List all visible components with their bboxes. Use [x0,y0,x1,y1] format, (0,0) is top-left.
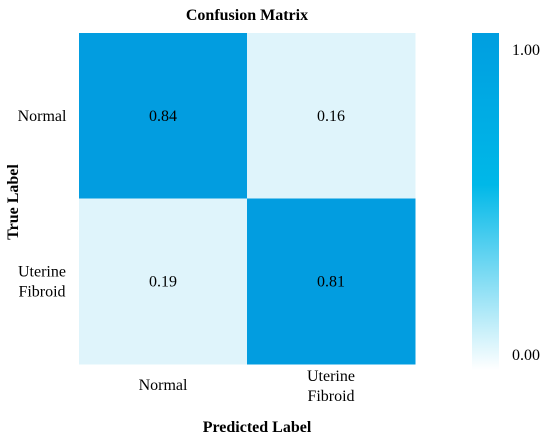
heatmap-cell-r1-c1 [247,198,416,365]
cell-value-label-r1-c0: 0.19 [149,273,177,290]
heatmap-cell-r0-c1 [247,33,416,199]
x-tick-label-0-line-0: Normal [139,377,188,394]
y-tick-label-1-line-0: Uterine [18,263,66,280]
cell-value-label-r1-c1: 0.81 [317,273,345,290]
colorbar [472,33,499,370]
y-tick-label-1-line-1: Fibroid [18,283,65,300]
cell-value-label-r0-c1: 0.16 [317,108,345,125]
x-tick-label-1-line-0: Uterine [307,368,355,385]
x-tick-labels: Normal Uterine Fibroid [139,368,355,405]
x-axis-label: Predicted Label [203,419,312,436]
chart-title: Confusion Matrix [186,7,308,24]
heatmap-cell-r0-c0 [79,33,248,199]
heatmap-cells [79,33,416,365]
cell-value-label-r0-c0: 0.84 [149,108,177,125]
colorbar-tick-label-0: 0.00 [512,347,540,364]
colorbar-tick-label-1: 1.00 [512,42,540,59]
y-tick-labels: Normal Uterine Fibroid [18,108,67,301]
heatmap-cell-r1-c0 [79,198,248,365]
x-tick-label-1-line-1: Fibroid [307,388,354,405]
y-axis-label: True Label [5,164,22,240]
colorbar-tick-labels: 0.00 1.00 [512,42,540,364]
y-tick-label-0-line-0: Normal [18,108,67,125]
heatmap-cell-labels: 0.84 0.16 0.19 0.81 [149,108,345,291]
